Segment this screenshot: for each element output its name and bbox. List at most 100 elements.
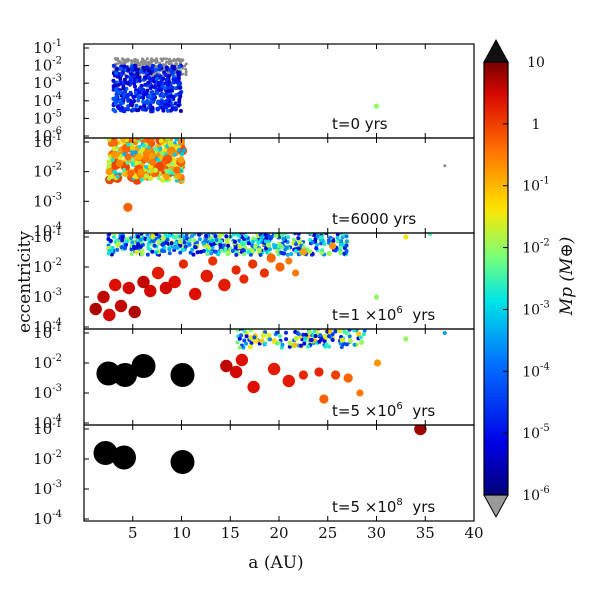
scatter-point [145, 132, 149, 136]
scatter-point [125, 129, 130, 134]
scatter-point [171, 77, 176, 82]
scatter-point [164, 105, 169, 110]
scatter-point [265, 227, 269, 231]
scatter-point [129, 145, 135, 151]
scatter-point [259, 338, 265, 344]
scatter-point [358, 335, 363, 340]
scatter-point [183, 229, 187, 233]
scatter-point [151, 79, 156, 84]
scatter-point [339, 228, 343, 232]
scatter-point [268, 236, 273, 241]
scatter-point [167, 131, 171, 135]
y-tick-label: 10-3 [33, 479, 62, 498]
scatter-point [257, 313, 261, 317]
body-point [220, 359, 233, 373]
scatter-point [245, 223, 249, 227]
scatter-point [235, 224, 239, 228]
scatter-point [137, 144, 142, 149]
scatter-point [136, 75, 140, 80]
y-tick-label: 10-1 [33, 323, 62, 342]
scatter-point [129, 102, 133, 107]
scatter-point [149, 106, 154, 111]
scatter-point [179, 127, 188, 136]
x-tick-label: 5 [128, 524, 138, 542]
scatter-point [171, 74, 176, 79]
scatter-point [124, 80, 128, 85]
y-tick-label: 10-1 [33, 419, 62, 438]
scatter-point [112, 170, 117, 174]
scatter-point [258, 252, 263, 257]
scatter-point [126, 67, 131, 72]
scatter-point [209, 242, 214, 247]
scatter-point [177, 91, 182, 96]
scatter-point [110, 158, 115, 163]
scatter-point [267, 225, 271, 229]
panel-1: 10-110-210-310-410-510-6 t=0 yrs [33, 38, 475, 145]
scatter-point [239, 321, 244, 326]
scatter-point [116, 59, 120, 63]
scatter-point [290, 228, 294, 232]
scatter-point [279, 250, 284, 255]
body-point [428, 233, 433, 236]
scatter-point [287, 324, 291, 328]
scatter-point [178, 250, 183, 255]
scatter-point [191, 252, 196, 257]
scatter-point [293, 249, 298, 253]
scatter-point [344, 234, 349, 239]
scatter-point [137, 78, 142, 83]
scatter-point [241, 248, 246, 252]
body-point [137, 275, 150, 289]
body-point [218, 278, 231, 292]
x-tick-label: 30 [367, 524, 386, 542]
scatter-point [135, 132, 140, 137]
scatter-point [201, 241, 206, 246]
scatter-point [162, 138, 167, 139]
scatter-point [136, 242, 141, 247]
scatter-point [306, 344, 311, 349]
scatter-point [290, 317, 295, 322]
scatter-point [183, 64, 187, 68]
scatter-point [152, 167, 158, 173]
scatter-point [226, 243, 231, 248]
scatter-point [111, 139, 119, 147]
scatter-point [184, 67, 188, 71]
scatter-point [263, 233, 268, 237]
scatter-point [234, 252, 239, 257]
scatter-point [149, 158, 157, 166]
scatter-point [225, 252, 230, 257]
scatter-point [294, 242, 298, 247]
scatter-point [160, 242, 165, 247]
scatter-point [114, 87, 119, 92]
scatter-point [154, 233, 159, 237]
scatter-point [161, 76, 166, 81]
body-point [178, 259, 188, 269]
body-point [373, 103, 380, 109]
scatter-point [333, 329, 338, 334]
scatter-point [130, 224, 134, 228]
scatter-point [189, 226, 194, 231]
scatter-point [195, 250, 200, 255]
scatter-point [320, 235, 324, 240]
scatter-point [134, 249, 140, 255]
scatter-point [141, 87, 146, 92]
scatter-point [248, 335, 254, 341]
scatter-point [327, 334, 331, 339]
body-point [403, 234, 409, 240]
body-point [373, 294, 380, 300]
panel-time-label: t=0 yrs [332, 115, 388, 133]
scatter-point [193, 223, 197, 227]
scatter-point [167, 247, 172, 252]
scatter-point [163, 81, 168, 86]
scatter-point [301, 332, 306, 337]
scatter-point [313, 319, 317, 323]
scatter-point [295, 227, 299, 231]
scatter-point [320, 248, 325, 253]
scatter-point [157, 234, 162, 239]
scatter-point [287, 228, 291, 232]
scatter-point [124, 239, 129, 244]
scatter-point [356, 331, 362, 337]
scatter-point [263, 239, 268, 244]
scatter-point [250, 239, 255, 244]
body-point [275, 262, 285, 272]
colorbar-tick-label: 1 [532, 117, 541, 133]
